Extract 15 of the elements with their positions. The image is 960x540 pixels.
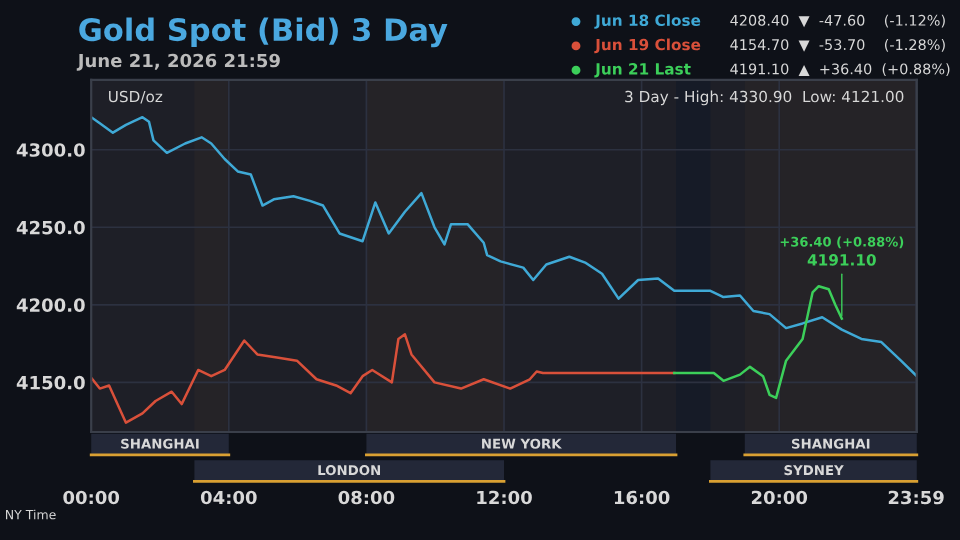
y-tick-label: 4150.0 <box>16 375 85 390</box>
x-tick-label: 20:00 <box>751 490 808 505</box>
chart-title: Gold Spot (Bid) 3 Day <box>79 17 448 48</box>
x-tick-label: 12:00 <box>477 490 532 505</box>
x-tick-label: 08:00 <box>338 490 395 505</box>
chart-subtitle: June 21, 2026 21:59 <box>76 53 280 71</box>
line-series <box>91 115 917 378</box>
line-series <box>91 333 676 424</box>
y-tick-label: 4300.0 <box>16 143 85 157</box>
y-tick-label: 4250.0 <box>16 220 85 235</box>
x-tick-label: 00:00 <box>63 490 120 505</box>
x-tick-label: 16:00 <box>614 490 670 505</box>
y-tick-label: 4200.0 <box>16 298 85 312</box>
x-tick-label: 04:00 <box>200 490 257 505</box>
x-tick-label: 23:59 <box>888 490 944 505</box>
